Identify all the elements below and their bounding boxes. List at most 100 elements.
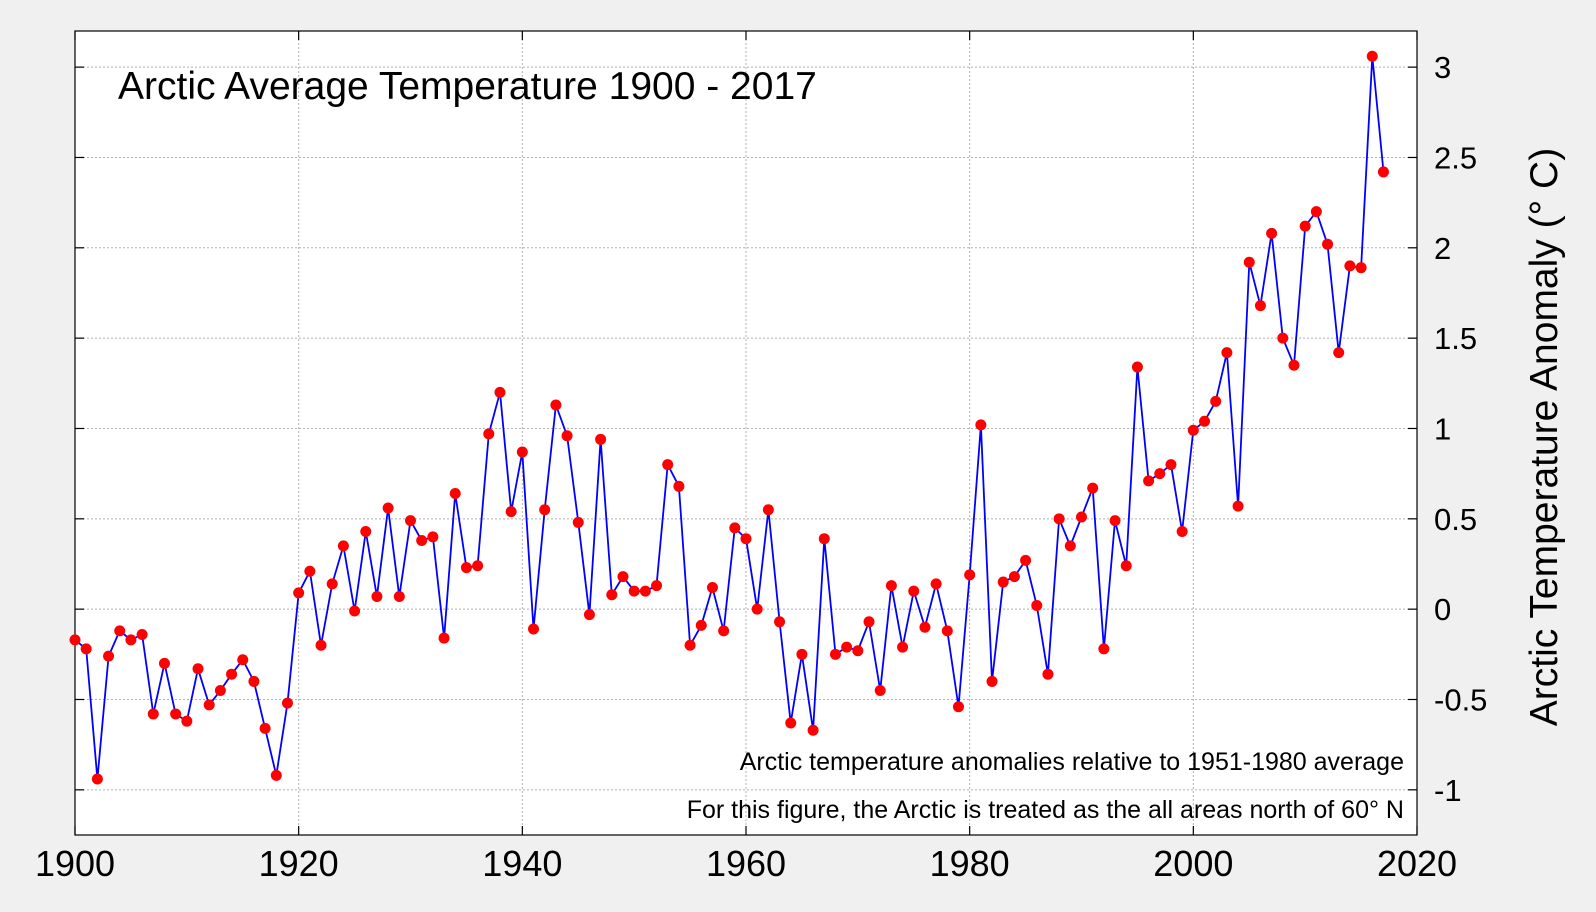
data-point <box>293 587 305 599</box>
data-point <box>1031 600 1043 612</box>
data-point <box>941 625 953 637</box>
data-point <box>930 578 942 590</box>
data-point <box>774 616 786 628</box>
data-point <box>147 708 159 720</box>
data-point <box>214 684 226 696</box>
data-point <box>606 589 618 601</box>
x-tick-label: 2000 <box>1153 843 1233 884</box>
data-point <box>740 533 752 545</box>
data-point <box>1187 424 1199 436</box>
data-point <box>170 708 182 720</box>
data-point <box>248 675 260 687</box>
data-point <box>315 639 327 651</box>
data-point <box>617 571 629 583</box>
x-tick-label: 1920 <box>259 843 339 884</box>
data-point <box>628 585 640 597</box>
y-tick-label: 2 <box>1434 231 1451 266</box>
data-point <box>281 697 293 709</box>
y-tick-label: 3 <box>1434 50 1451 85</box>
data-point <box>326 578 338 590</box>
data-point <box>1008 571 1020 583</box>
data-point <box>505 506 517 518</box>
data-point <box>181 715 193 727</box>
data-point <box>1377 166 1389 178</box>
x-tick-label: 2020 <box>1377 843 1457 884</box>
data-point <box>1210 395 1222 407</box>
data-point <box>416 535 428 547</box>
data-point <box>1165 459 1177 471</box>
data-point <box>751 603 763 615</box>
data-point <box>829 648 841 660</box>
y-tick-label: 0 <box>1434 592 1451 627</box>
data-point <box>785 717 797 729</box>
data-point <box>449 488 461 500</box>
data-point <box>1098 643 1110 655</box>
data-point <box>1143 475 1155 487</box>
data-point <box>114 625 126 637</box>
chart-title: Arctic Average Temperature 1900 - 2017 <box>118 65 817 108</box>
data-point <box>1053 513 1065 525</box>
data-point <box>1221 347 1233 359</box>
data-point <box>583 609 595 621</box>
data-point <box>673 480 685 492</box>
data-point <box>1131 361 1143 373</box>
data-point <box>337 540 349 552</box>
x-tick-label: 1960 <box>706 843 786 884</box>
data-point <box>662 459 674 471</box>
data-point <box>371 591 383 603</box>
data-point <box>852 645 864 657</box>
data-point <box>796 648 808 660</box>
data-point <box>237 654 249 666</box>
data-point <box>706 581 718 593</box>
data-point <box>226 668 238 680</box>
data-point <box>997 576 1009 588</box>
data-point <box>1344 260 1356 272</box>
data-point <box>952 701 964 713</box>
data-point <box>270 769 282 781</box>
data-point <box>908 585 920 597</box>
data-point <box>964 569 976 581</box>
data-point <box>405 515 416 527</box>
data-point <box>1355 262 1367 274</box>
data-point <box>1020 554 1032 566</box>
data-point <box>874 684 886 696</box>
data-point <box>1333 347 1345 359</box>
data-point <box>1109 515 1121 527</box>
data-point <box>472 560 484 572</box>
data-point <box>1064 540 1076 552</box>
data-point <box>1154 468 1166 480</box>
data-point <box>1199 415 1211 427</box>
data-point <box>69 634 81 646</box>
x-tick-label: 1900 <box>35 843 115 884</box>
data-point <box>897 641 909 653</box>
data-point <box>986 675 998 687</box>
data-point <box>595 433 607 445</box>
data-point <box>1243 256 1255 268</box>
data-point <box>863 616 875 628</box>
data-point <box>349 605 361 617</box>
data-markers <box>69 50 1389 785</box>
data-point <box>718 625 730 637</box>
data-point <box>1266 227 1278 239</box>
data-point <box>259 722 271 734</box>
data-point <box>427 531 439 543</box>
y-axis-ticks: -1 -0.5 0 0.5 1 1.5 2 2.5 3 <box>75 50 1487 808</box>
data-point <box>158 657 170 669</box>
data-point <box>203 699 215 711</box>
data-point <box>1366 50 1378 62</box>
data-point <box>639 585 651 597</box>
data-point <box>1176 525 1188 537</box>
data-point <box>393 591 405 603</box>
data-point <box>80 643 92 655</box>
data-point <box>1310 206 1322 218</box>
data-point <box>762 504 774 516</box>
data-point <box>494 386 506 398</box>
series-line <box>74 56 1385 780</box>
data-point <box>885 580 897 592</box>
data-point <box>192 663 204 675</box>
data-point <box>125 634 137 646</box>
data-point <box>841 641 853 653</box>
data-point <box>91 773 103 785</box>
